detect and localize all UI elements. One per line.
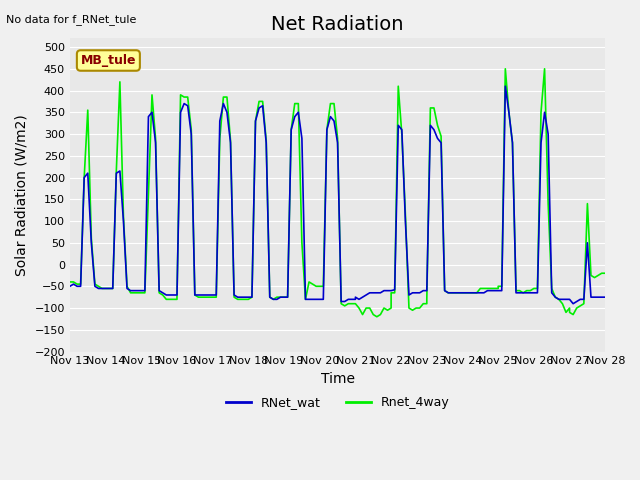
Rnet_4way (484, 286, 492, 291)
X-axis label: Time: Time (321, 372, 355, 386)
Rnet_4way (120, 214, 127, 219)
Rnet_4way (502, 66, 509, 72)
Rnet_4way (131, 290, 138, 296)
RNet_wat (502, 84, 509, 89)
RNet_wat (480, 290, 488, 296)
Rnet_4way (602, 270, 609, 276)
RNet_wat (602, 294, 609, 300)
Rnet_4way (262, 138, 270, 144)
Rnet_4way (66, 279, 74, 285)
RNet_wat (131, 288, 138, 293)
Y-axis label: Solar Radiation (W/m2): Solar Radiation (W/m2) (15, 114, 29, 276)
RNet_wat (426, 122, 434, 128)
Line: Rnet_4way: Rnet_4way (70, 69, 605, 317)
Rnet_4way (373, 314, 381, 320)
Text: No data for f_RNet_tule: No data for f_RNet_tule (6, 14, 137, 25)
Text: MB_tule: MB_tule (81, 54, 136, 67)
RNet_wat (570, 301, 577, 307)
RNet_wat (262, 140, 270, 145)
Title: Net Radiation: Net Radiation (271, 15, 404, 34)
Line: RNet_wat: RNet_wat (70, 86, 605, 304)
RNet_wat (66, 283, 74, 289)
Rnet_4way (430, 105, 438, 111)
RNet_wat (120, 218, 127, 224)
RNet_wat (84, 170, 92, 176)
Rnet_4way (84, 107, 92, 113)
Legend: RNet_wat, Rnet_4way: RNet_wat, Rnet_4way (221, 391, 454, 414)
